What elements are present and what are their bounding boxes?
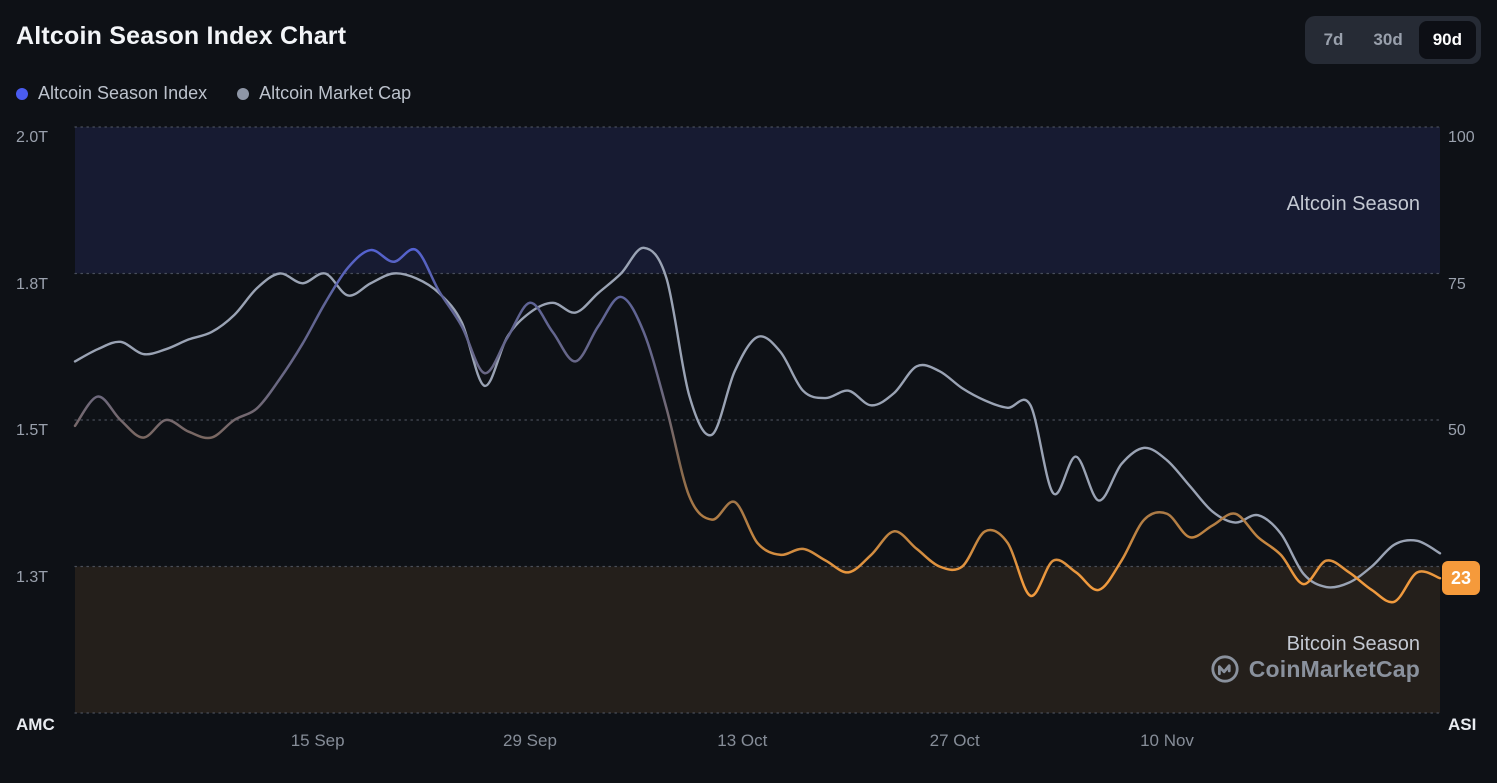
time-range-switcher: 7d 30d 90d — [1304, 16, 1481, 64]
x-axis-tick: 13 Oct — [717, 731, 768, 750]
x-axis-tick: 10 Nov — [1140, 731, 1194, 750]
altcoin-market-cap-line — [73, 246, 1442, 589]
y-axis-left-tick: 1.3T — [16, 568, 49, 586]
altcoin-season-band — [75, 127, 1440, 274]
watermark-text: CoinMarketCap — [1248, 655, 1420, 682]
current-asi-value-badge: 23 — [1442, 561, 1480, 596]
legend-dot — [16, 87, 28, 100]
y-axis-left-tick: 1.8T — [16, 275, 49, 293]
range-90d-button[interactable]: 90d — [1418, 21, 1476, 59]
legend-item-altcoin-market-cap[interactable]: Altcoin Market Cap — [237, 83, 411, 104]
bitcoin-season-band — [75, 566, 1440, 713]
chart-legend: Altcoin Season Index Altcoin Market Cap — [16, 83, 411, 104]
range-7d-button[interactable]: 7d — [1310, 21, 1358, 59]
legend-label: Altcoin Market Cap — [259, 83, 412, 103]
legend-dot — [237, 87, 250, 100]
y-axis-right-tick: 50 — [1448, 422, 1466, 439]
page-title: Altcoin Season Index Chart — [16, 22, 347, 50]
y-axis-left-tick: 2.0T — [16, 129, 49, 146]
coinmarketcap-logo-icon — [1211, 655, 1239, 683]
y-axis-right-tick: 75 — [1448, 275, 1466, 293]
coinmarketcap-watermark: CoinMarketCap — [1210, 654, 1420, 684]
x-axis-tick: 27 Oct — [929, 731, 980, 750]
x-axis-tick: 29 Sep — [503, 731, 557, 750]
range-30d-button[interactable]: 30d — [1359, 21, 1416, 59]
legend-label: Altcoin Season Index — [38, 83, 208, 103]
y-axis-right-tick: 100 — [1448, 129, 1475, 146]
left-axis-name: AMC — [16, 715, 55, 734]
right-axis-name: ASI — [1448, 715, 1477, 734]
altcoin-season-label: Altcoin Season — [1286, 193, 1420, 216]
altcoin-season-index-line — [73, 247, 1442, 604]
x-axis-tick: 15 Sep — [290, 731, 345, 750]
legend-item-altcoin-season-index[interactable]: Altcoin Season Index — [16, 83, 207, 104]
bitcoin-season-label: Bitcoin Season — [1286, 632, 1420, 655]
y-axis-left-tick: 1.5T — [16, 422, 49, 439]
